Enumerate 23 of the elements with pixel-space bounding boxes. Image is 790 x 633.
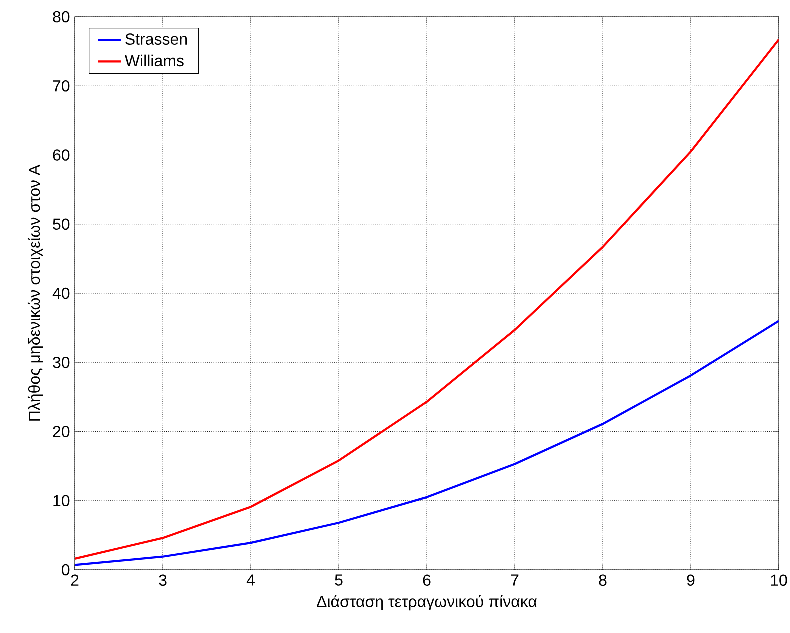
x-tick-label: 2 <box>71 574 79 586</box>
x-tick-label: 4 <box>246 574 255 586</box>
y-tick-label: 50 <box>53 218 70 230</box>
x-tick-label: 10 <box>771 574 788 586</box>
y-tick-label: 40 <box>52 288 70 300</box>
legend-label: Strassen <box>126 34 188 45</box>
legend-label: Williams <box>124 54 184 67</box>
x-axis-title: Διάσταση τετραγωνικού πίνακα <box>317 595 537 611</box>
y-tick-label: 30 <box>53 356 70 368</box>
y-tick-label: 70 <box>53 80 70 92</box>
y-tick-label: 60 <box>53 150 70 161</box>
x-tick-label: 9 <box>687 574 695 586</box>
x-tick-label: 7 <box>511 574 519 586</box>
y-tick-label: 20 <box>53 426 70 438</box>
x-tick-label: 6 <box>423 574 431 586</box>
y-tick-label: 10 <box>54 495 70 507</box>
x-tick-label: 8 <box>599 574 607 586</box>
x-tick-label: 5 <box>335 574 343 586</box>
y-axis-title: Πλήθος μηδενικών στοιχείων στον A <box>28 164 44 421</box>
x-tick-label: 3 <box>159 574 167 586</box>
line-series <box>75 320 779 566</box>
y-tick-label: 80 <box>53 11 70 23</box>
y-tick-label: 0 <box>62 564 70 576</box>
